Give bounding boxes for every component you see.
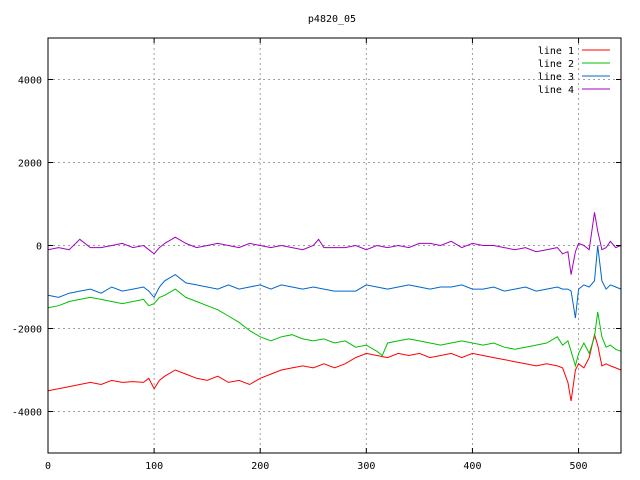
y-tick-label: 0 <box>36 242 42 253</box>
grid <box>48 38 621 453</box>
series-line-2 <box>47 288 622 368</box>
x-tick-label: 100 <box>145 461 163 472</box>
chart-title: p4820_05 <box>308 14 356 25</box>
x-tick-label: 200 <box>251 461 269 472</box>
legend-label: line 4 <box>538 85 574 96</box>
y-tick-label: 4000 <box>18 76 42 87</box>
y-tick-label: 2000 <box>18 159 42 170</box>
axes: 0 100 200 300 400 500 -4000 -2000 0 2000 4000 <box>12 38 621 472</box>
x-tick-label: 500 <box>570 461 588 472</box>
legend: line 1 line 2 line 3 line 4 <box>538 46 610 96</box>
legend-label: line 3 <box>538 72 574 83</box>
series-line-1 <box>47 332 622 402</box>
y-tick-label: -2000 <box>12 325 42 336</box>
x-tick-label: 0 <box>45 461 51 472</box>
series-lines <box>47 212 622 402</box>
series-line-3 <box>47 245 622 319</box>
series-line-4 <box>47 212 622 275</box>
legend-label: line 2 <box>538 59 574 70</box>
legend-label: line 1 <box>538 46 574 57</box>
x-tick-label: 400 <box>463 461 481 472</box>
x-tick-label: 300 <box>357 461 375 472</box>
y-tick-label: -4000 <box>12 408 42 419</box>
